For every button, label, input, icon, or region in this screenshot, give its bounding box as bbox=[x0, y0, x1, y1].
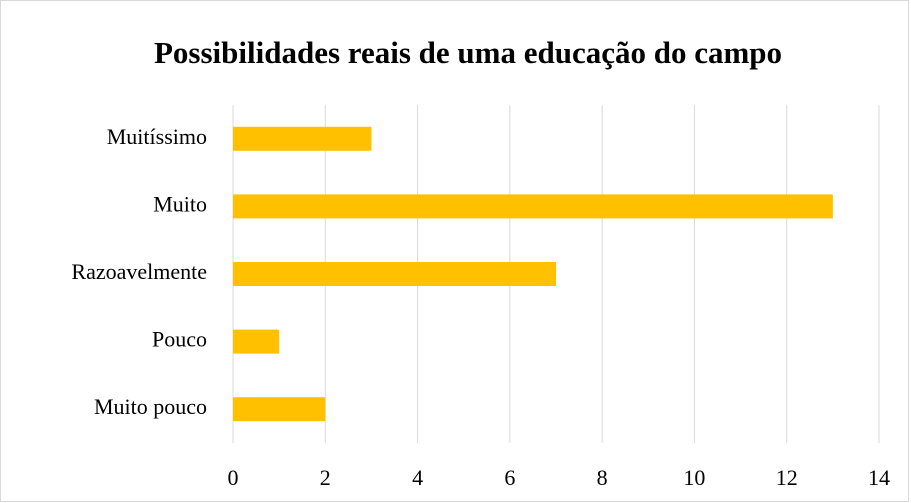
y-tick-label: Razoavelmente bbox=[71, 259, 207, 284]
chart-title: Possibilidades reais de uma educação do … bbox=[154, 35, 782, 70]
x-tick-label: 2 bbox=[320, 465, 331, 490]
x-tick-label: 0 bbox=[228, 465, 239, 490]
x-tick-label: 10 bbox=[683, 465, 705, 490]
y-tick-label: Muitíssimo bbox=[107, 124, 207, 149]
x-tick-label: 14 bbox=[868, 465, 890, 490]
bar bbox=[233, 329, 280, 354]
x-tick-label: 8 bbox=[597, 465, 608, 490]
bar bbox=[233, 126, 372, 151]
bar bbox=[233, 397, 326, 422]
x-tick-label: 6 bbox=[504, 465, 515, 490]
x-tick-label: 4 bbox=[412, 465, 423, 490]
y-tick-label: Pouco bbox=[152, 327, 207, 352]
bar bbox=[233, 262, 556, 286]
x-tick-label: 12 bbox=[776, 465, 798, 490]
y-tick-label: Muito bbox=[153, 191, 207, 216]
bar bbox=[233, 194, 833, 219]
y-tick-label: Muito pouco bbox=[94, 394, 207, 419]
